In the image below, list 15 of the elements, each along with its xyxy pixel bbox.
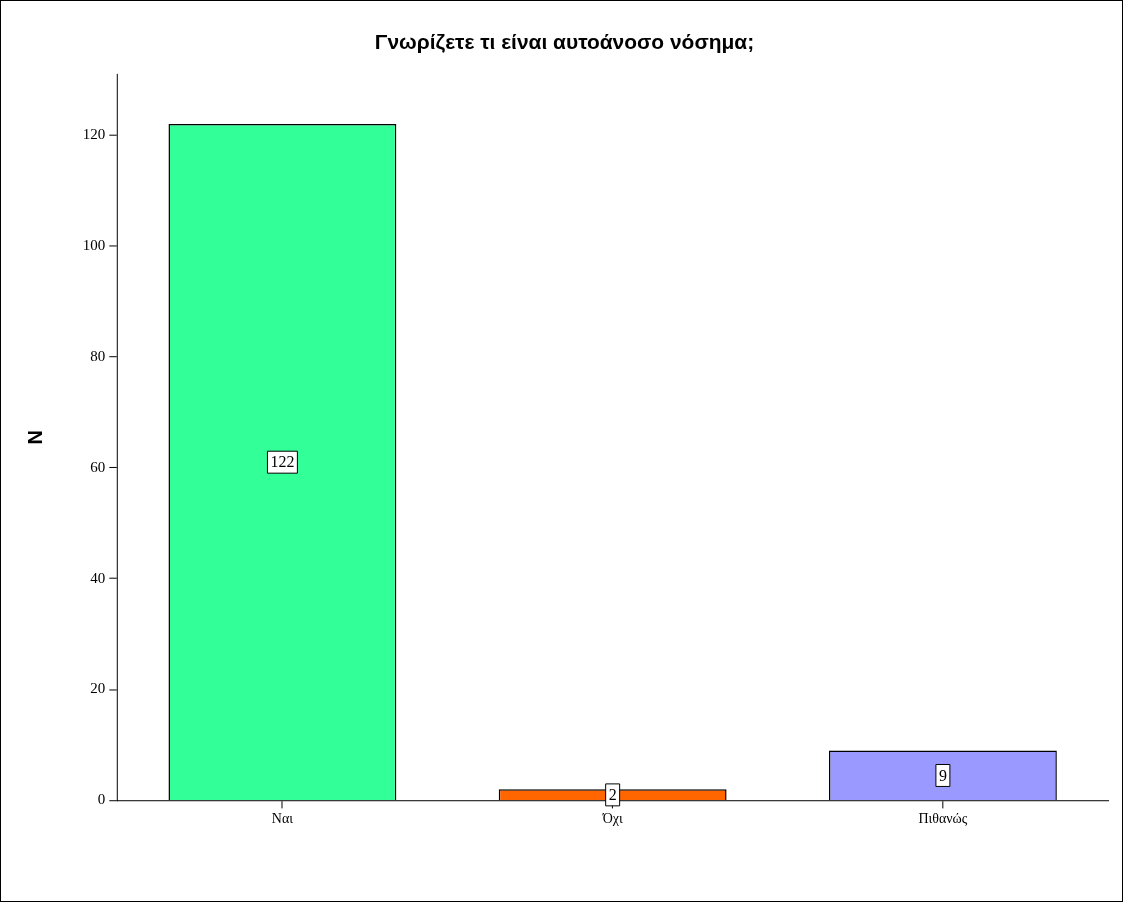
y-tick-label: 120 [82,125,106,142]
x-tick-label: Ναι [271,811,294,827]
x-tick-label: Όχι [601,811,623,827]
y-tick-label: 0 [97,791,106,808]
y-tick-label: 60 [90,458,106,475]
x-tick-label: Πιθανώς [918,811,968,827]
data-label: 122 [270,453,295,471]
chart-title: Γνωρίζετε τι είναι αυτοάνοσο νόσημα; [374,30,755,54]
y-tick-label: 40 [90,569,106,586]
data-label: 9 [938,766,947,784]
y-tick-label: 100 [82,236,106,253]
data-label: 2 [608,786,617,804]
y-axis-title: N [24,430,47,445]
y-tick-label: 80 [90,347,106,364]
y-tick-label: 20 [90,680,106,697]
